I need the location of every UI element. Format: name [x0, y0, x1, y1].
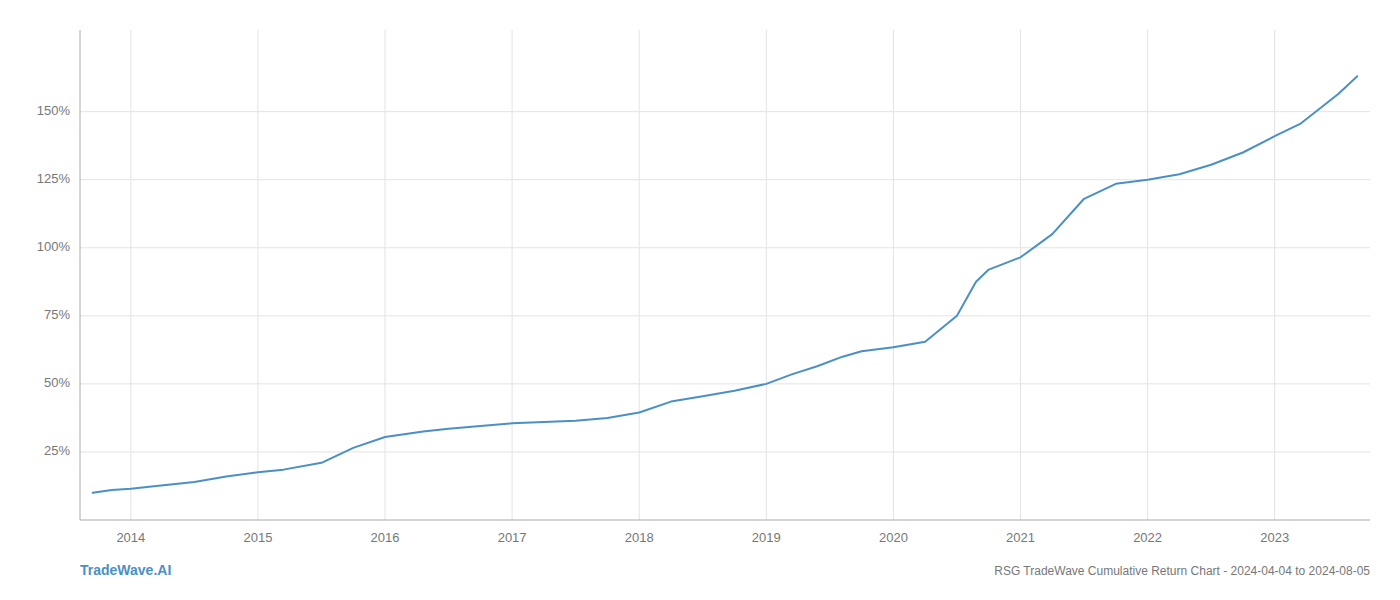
y-grid-line: [80, 383, 1370, 384]
x-tick-label: 2022: [1133, 530, 1162, 545]
chart-container: 2014 2015 2016 2017 2018 2019 2020 2021 2022 2023…: [0, 0, 1400, 600]
x-tick-label: 2016: [371, 530, 400, 545]
x-grid-line: [766, 30, 767, 520]
y-grid-line: [80, 179, 1370, 180]
y-grid-line: [80, 247, 1370, 248]
x-tick-label: 2015: [243, 530, 272, 545]
x-tick-label: 2018: [625, 530, 654, 545]
x-grid-line: [1147, 30, 1148, 520]
x-grid-line: [1020, 30, 1021, 520]
x-tick-label: 2021: [1006, 530, 1035, 545]
chart-title: RSG TradeWave Cumulative Return Chart - …: [994, 564, 1370, 578]
y-grid-line: [80, 451, 1370, 452]
x-grid-line: [893, 30, 894, 520]
x-tick-label: 2023: [1260, 530, 1289, 545]
y-tick-label: 125%: [37, 171, 71, 186]
axes: 2014 2015 2016 2017 2018 2019 2020 2021 2022 2023…: [37, 30, 1370, 545]
x-tick-label: 2014: [116, 530, 145, 545]
y-grid-line: [80, 315, 1370, 316]
plot-area: [93, 76, 1358, 493]
x-grid-line: [130, 30, 131, 520]
grid: [80, 30, 1370, 520]
x-grid-line: [385, 30, 386, 520]
y-tick-label: 25%: [44, 443, 70, 458]
y-tick-label: 100%: [37, 239, 71, 254]
chart-svg: 2014 2015 2016 2017 2018 2019 2020 2021 2022 2023…: [0, 0, 1400, 600]
x-tick-label: 2017: [498, 530, 527, 545]
y-tick-label: 150%: [37, 103, 71, 118]
watermark: TradeWave.AI: [80, 562, 171, 578]
x-tick-label: 2020: [879, 530, 908, 545]
y-axis-line: [80, 30, 81, 520]
x-grid-line: [257, 30, 258, 520]
data-line: [93, 76, 1358, 493]
x-grid-line: [512, 30, 513, 520]
x-grid-line: [639, 30, 640, 520]
y-tick-label: 50%: [44, 375, 70, 390]
x-grid-line: [1274, 30, 1275, 520]
y-tick-label: 75%: [44, 307, 70, 322]
x-tick-label: 2019: [752, 530, 781, 545]
y-grid-line: [80, 111, 1370, 112]
x-axis-line: [80, 520, 1370, 521]
